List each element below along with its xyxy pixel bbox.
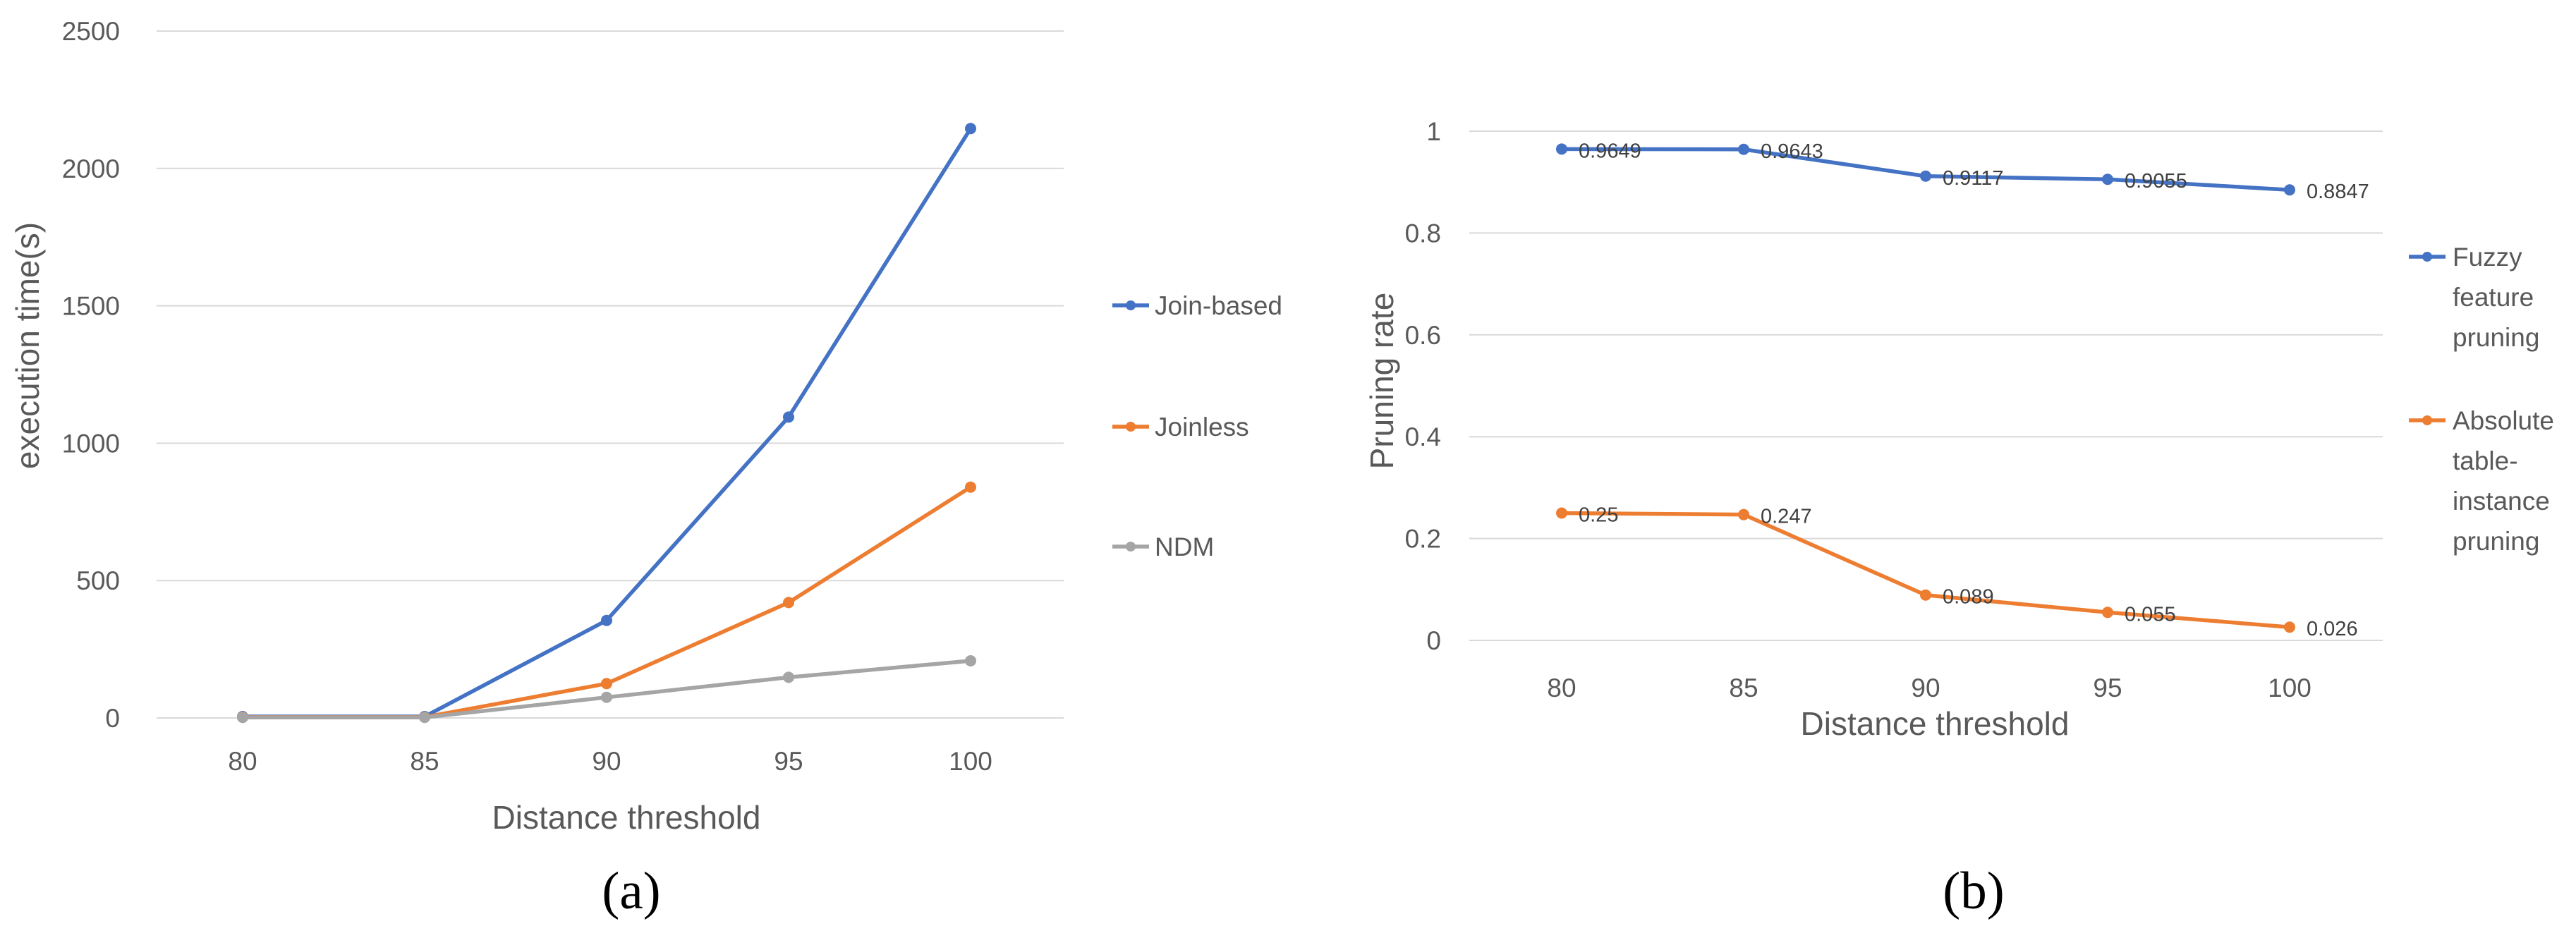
data-point: [2102, 173, 2113, 185]
series-line: [243, 127, 973, 719]
y-tick-label: 0: [105, 704, 120, 733]
data-label: 0.247: [1761, 506, 1812, 528]
data-point: [965, 654, 976, 666]
data-point: [2284, 621, 2295, 633]
y-tick-label: 0: [1426, 626, 1441, 655]
panel-label: (a): [602, 862, 660, 920]
x-tick-label: 90: [1911, 674, 1940, 702]
y-tick-label: 2000: [62, 154, 120, 183]
data-point: [1920, 589, 1931, 601]
legend-marker: [1126, 542, 1136, 552]
x-tick-label: 85: [410, 747, 439, 776]
data-point: [601, 691, 612, 703]
data-label: 0.055: [2125, 603, 2176, 626]
data-point: [1738, 508, 1749, 520]
legend-label: table-: [2453, 446, 2518, 475]
data-point: [965, 123, 976, 135]
legend-label: feature: [2453, 283, 2534, 312]
y-tick-label: 0.2: [1405, 525, 1441, 554]
legend-label: pruning: [2453, 323, 2539, 352]
y-axis-title: execution time(s): [9, 222, 46, 469]
y-tick-label: 0.4: [1405, 422, 1441, 451]
y-tick-label: 0.6: [1405, 321, 1441, 350]
data-point: [783, 411, 794, 423]
x-tick-label: 80: [1547, 674, 1576, 702]
data-point: [1920, 170, 1931, 182]
data-label: 0.9055: [2125, 170, 2187, 193]
data-point: [601, 678, 612, 690]
legend-label: NDM: [1155, 532, 1214, 561]
legend-label: Joinless: [1155, 413, 1249, 441]
series-line: [1561, 511, 2290, 629]
data-label: 0.026: [2307, 618, 2358, 640]
y-tick-label: 500: [76, 566, 120, 595]
x-axis-title: Distance threshold: [1801, 705, 2070, 742]
data-point: [783, 597, 794, 609]
data-label: 0.25: [1579, 504, 1618, 527]
legend-label: Absolute: [2453, 406, 2554, 435]
data-point: [1738, 143, 1749, 155]
data-label: 0.8847: [2307, 181, 2369, 203]
data-label: 0.9649: [1579, 140, 1641, 162]
x-tick-label: 85: [1729, 674, 1758, 702]
data-point: [419, 712, 430, 724]
legend-label: Fuzzy: [2453, 243, 2522, 272]
x-tick-label: 80: [228, 747, 257, 776]
legend-marker: [1126, 300, 1136, 310]
legend-marker: [2422, 415, 2432, 425]
x-tick-label: 100: [949, 747, 992, 776]
legend-label: instance: [2453, 487, 2550, 516]
x-tick-label: 95: [2093, 674, 2122, 702]
y-tick-label: 1500: [62, 292, 120, 321]
y-tick-label: 0.8: [1405, 219, 1441, 248]
data-point: [965, 481, 976, 493]
data-point: [2102, 607, 2113, 619]
x-axis-title: Distance threshold: [492, 799, 761, 836]
data-point: [783, 671, 794, 683]
data-point: [2284, 184, 2295, 196]
x-tick-label: 95: [774, 747, 803, 776]
y-tick-label: 1000: [62, 429, 120, 458]
legend-marker: [2422, 252, 2432, 262]
data-label: 0.9117: [1943, 167, 2004, 190]
data-point: [1556, 143, 1567, 155]
data-point: [601, 614, 612, 626]
legend-label: pruning: [2453, 527, 2539, 556]
legend-label: Join-based: [1155, 291, 1282, 320]
data-point: [1556, 507, 1567, 519]
y-tick-label: 1: [1426, 117, 1441, 146]
y-tick-label: 2500: [62, 17, 120, 46]
y-axis-title: Pruning rate: [1363, 293, 1400, 470]
legend-marker: [1126, 422, 1136, 432]
data-point: [237, 712, 248, 724]
x-tick-label: 100: [2268, 674, 2311, 702]
panel-label: (b): [1943, 862, 2004, 920]
data-label: 0.089: [1943, 586, 1994, 609]
data-label: 0.9643: [1761, 140, 1823, 163]
x-tick-label: 90: [592, 747, 621, 776]
